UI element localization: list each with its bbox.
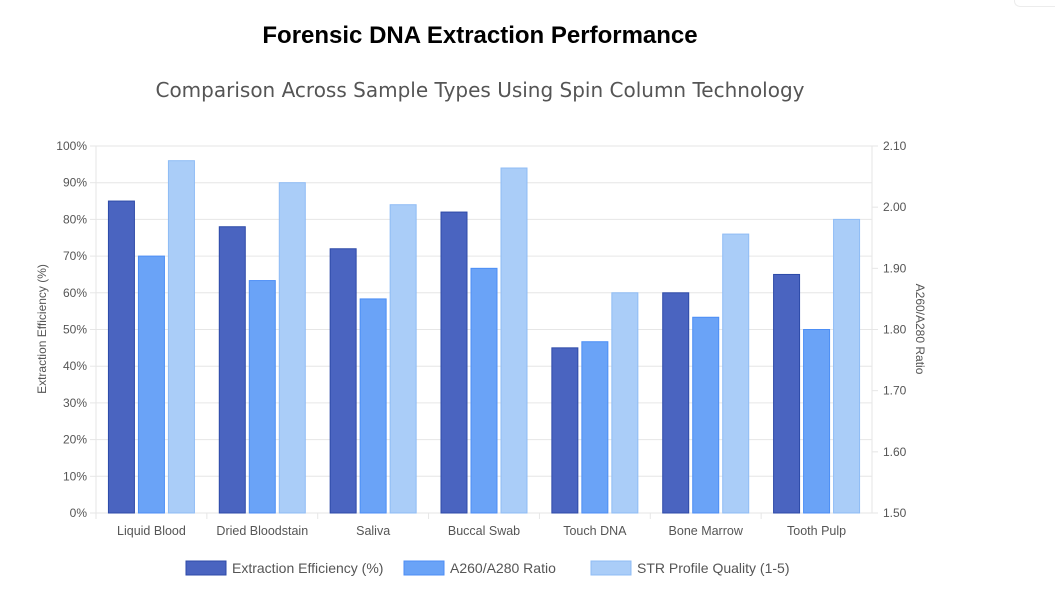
right-tick-label: 1.60 [883,445,907,459]
bar-a260-a280-ratio-3 [470,267,498,514]
right-tick-label: 1.70 [883,384,907,398]
bar-a260-a280-ratio-4 [581,341,609,514]
bar-extraction-efficiency-5 [662,292,690,514]
left-tick-label: 60% [63,286,87,300]
left-axis: 0% 10% 20% 30% 40% 50% 60% 70% 80% 90% 100% [56,139,96,520]
bar-str-profile-quality-1-5-2 [389,204,417,514]
category-label: Liquid Blood [117,524,186,538]
legend: Extraction Efficiency (%) A260/A280 Ratio… [185,560,789,576]
bar-a260-a280-ratio-2 [359,298,387,514]
bar-extraction-efficiency-2 [329,248,357,514]
bar-a260-a280-ratio-5 [692,316,720,514]
bar-str-profile-quality-1-5-3 [500,167,528,514]
bar-str-profile-quality-1-5-5 [722,233,750,514]
right-tick-label: 2.10 [883,139,907,153]
left-tick-label: 70% [63,249,87,263]
left-tick-label: 10% [63,469,87,483]
bar-str-profile-quality-1-5-4 [611,292,639,514]
left-tick-label: 80% [63,212,87,226]
category-label: Touch DNA [563,524,627,538]
left-tick-label: 20% [63,433,87,447]
right-tick-label: 1.90 [883,261,907,275]
right-axis: 1.50 1.60 1.70 1.80 1.90 2.00 2.10 [872,139,907,520]
bar-extraction-efficiency-6 [773,273,801,514]
legend-swatch [185,560,227,576]
left-tick-label: 0% [70,506,88,520]
category-label: Saliva [356,524,390,538]
bar-extraction-efficiency-3 [440,211,468,514]
chart-title: Forensic DNA Extraction Performance [262,22,698,49]
legend-label: STR Profile Quality (1-5) [637,560,789,576]
y-axis-right-label: A260/A280 Ratio [913,284,927,375]
legend-label: Extraction Efficiency (%) [232,560,383,576]
bar-extraction-efficiency-1 [218,226,246,514]
legend-label: A260/A280 Ratio [450,560,556,576]
panel-corner [1014,0,1055,7]
bar-a260-a280-ratio-1 [248,280,276,514]
left-tick-label: 30% [63,396,87,410]
left-tick-label: 50% [63,323,87,337]
category-label: Bone Marrow [669,524,744,538]
y-axis-left-label: Extraction Efficiency (%) [35,264,49,394]
left-tick-label: 40% [63,359,87,373]
bar-extraction-efficiency-0 [107,200,135,514]
category-label: Dried Bloodstain [216,524,308,538]
right-tick-label: 2.00 [883,200,907,214]
legend-swatch [403,560,445,576]
chart-subtitle: Comparison Across Sample Types Using Spi… [155,78,805,102]
legend-swatch [590,560,632,576]
bar-extraction-efficiency-4 [551,347,579,514]
bar-a260-a280-ratio-0 [137,255,165,514]
right-tick-label: 1.80 [883,323,907,337]
category-label: Tooth Pulp [787,524,846,538]
bars [107,160,861,514]
left-tick-label: 90% [63,176,87,190]
category-label: Buccal Swab [448,524,520,538]
category-labels: Liquid Blood Dried Bloodstain Saliva Buccal… [117,524,846,538]
bar-str-profile-quality-1-5-6 [833,218,861,514]
bar-a260-a280-ratio-6 [803,329,831,514]
right-tick-label: 1.50 [883,506,907,520]
bar-str-profile-quality-1-5-1 [278,182,306,514]
left-tick-label: 100% [56,139,87,153]
bar-str-profile-quality-1-5-0 [167,160,195,514]
